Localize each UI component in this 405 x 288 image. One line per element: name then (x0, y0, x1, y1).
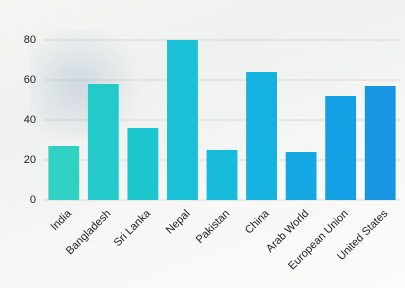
bar (48, 146, 79, 200)
x-tick-label: Pakistan (194, 208, 232, 246)
x-tick-label: Nepal (164, 208, 193, 237)
x-tick-label: India (49, 207, 75, 233)
y-tick-label: 0 (30, 194, 36, 206)
bar (88, 84, 119, 200)
y-tick-label: 20 (24, 154, 36, 166)
x-tick-label: China (243, 207, 272, 236)
y-tick-label: 80 (24, 34, 36, 46)
bar (325, 96, 356, 200)
x-tick-label: Sri Lanka (112, 207, 154, 249)
bar (246, 72, 277, 200)
bar (207, 150, 238, 200)
y-tick-label: 60 (24, 74, 36, 86)
bar (167, 40, 198, 200)
bar (365, 86, 396, 200)
chart: 020406080IndiaBangladeshSri LankaNepalPa… (0, 0, 405, 288)
y-tick-label: 40 (24, 114, 36, 126)
bar (127, 128, 158, 200)
bar (286, 152, 317, 200)
